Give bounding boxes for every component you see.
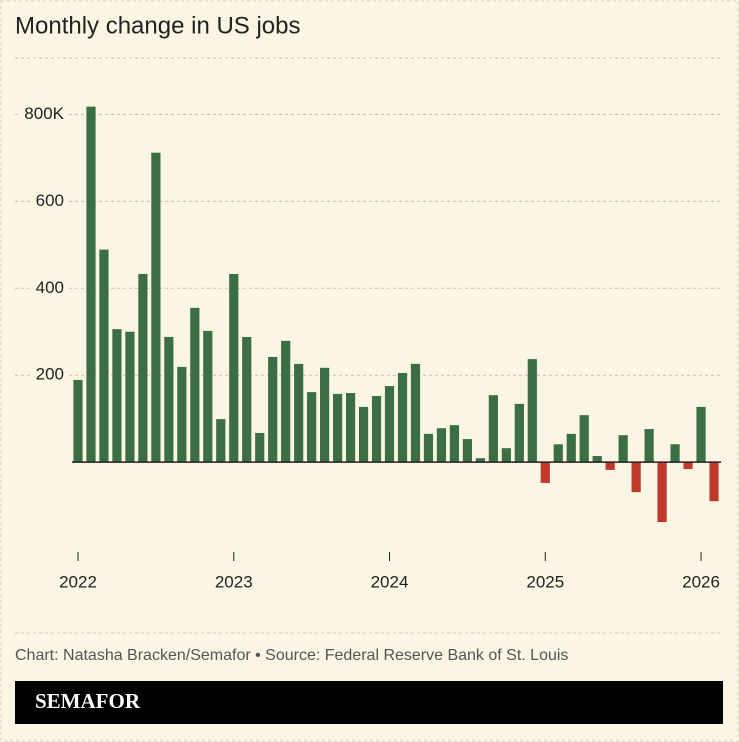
bar bbox=[151, 152, 161, 463]
bar bbox=[320, 367, 330, 463]
bar bbox=[333, 393, 343, 463]
bar bbox=[164, 336, 174, 463]
bar bbox=[670, 444, 680, 463]
bar bbox=[514, 403, 524, 463]
bar bbox=[371, 396, 382, 463]
bar bbox=[358, 406, 369, 463]
bar bbox=[631, 462, 641, 493]
bar bbox=[229, 273, 239, 463]
source: Chart: Natasha Bracken/Semafor • Source:… bbox=[15, 647, 568, 664]
bar bbox=[709, 462, 719, 502]
bar bbox=[592, 456, 602, 463]
x-tick-label: 2022 bbox=[59, 572, 97, 591]
bar bbox=[644, 429, 654, 463]
bar bbox=[397, 373, 408, 463]
bar bbox=[190, 307, 200, 463]
bar bbox=[255, 432, 265, 463]
bar bbox=[501, 448, 511, 463]
bar bbox=[683, 462, 693, 470]
bar bbox=[566, 433, 576, 463]
bar bbox=[657, 462, 667, 523]
bar bbox=[268, 356, 278, 463]
bar bbox=[125, 331, 135, 463]
bar bbox=[99, 249, 109, 463]
chart-title: Monthly change in US jobs bbox=[15, 12, 301, 39]
label-bg bbox=[20, 103, 69, 123]
label-bg bbox=[31, 277, 68, 297]
x-tick-label: 2023 bbox=[215, 572, 253, 591]
bar bbox=[112, 329, 122, 463]
bar bbox=[527, 359, 537, 463]
bar bbox=[618, 435, 628, 463]
bar bbox=[138, 273, 148, 463]
bar bbox=[86, 106, 96, 463]
y-tick-label: 200 bbox=[36, 365, 64, 384]
bar bbox=[488, 395, 498, 463]
x-tick-label: 2024 bbox=[371, 572, 409, 591]
bar bbox=[384, 386, 395, 463]
bar bbox=[605, 462, 615, 470]
bar bbox=[410, 363, 421, 463]
bar bbox=[203, 330, 213, 463]
label-bg bbox=[31, 190, 68, 210]
bar bbox=[216, 419, 226, 463]
brand-band bbox=[15, 681, 723, 724]
bar bbox=[281, 340, 291, 463]
bar bbox=[177, 366, 187, 463]
label-bg bbox=[31, 364, 68, 384]
bar bbox=[540, 462, 550, 483]
bar bbox=[436, 428, 447, 463]
bar bbox=[579, 415, 589, 463]
x-tick-label: 2026 bbox=[682, 572, 720, 591]
y-tick-label: 800K bbox=[24, 104, 64, 123]
bar bbox=[73, 379, 83, 463]
x-tick-label: 2025 bbox=[526, 572, 564, 591]
bar bbox=[696, 406, 706, 463]
bar bbox=[449, 425, 460, 463]
bar bbox=[462, 439, 472, 463]
y-tick-label: 400 bbox=[36, 278, 64, 297]
bar bbox=[345, 393, 356, 463]
bar bbox=[475, 458, 485, 463]
y-tick-label: 600 bbox=[36, 191, 64, 210]
bar bbox=[294, 363, 304, 463]
bar bbox=[423, 433, 434, 463]
bar bbox=[553, 444, 563, 463]
bar bbox=[307, 392, 317, 463]
brand: SEMAFOR bbox=[35, 689, 141, 713]
bar bbox=[242, 336, 252, 463]
